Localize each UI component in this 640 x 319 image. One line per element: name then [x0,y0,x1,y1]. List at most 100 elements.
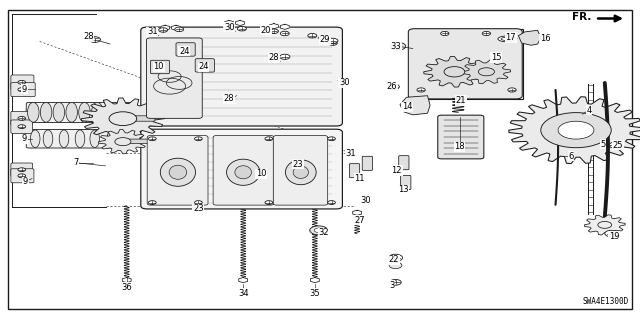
Ellipse shape [76,130,85,148]
Polygon shape [172,25,180,30]
Circle shape [508,88,516,92]
Circle shape [280,54,290,59]
Text: 5: 5 [600,140,605,149]
Polygon shape [509,97,640,164]
Ellipse shape [66,102,77,122]
FancyBboxPatch shape [26,130,131,148]
Circle shape [328,38,338,43]
FancyBboxPatch shape [408,29,522,99]
Ellipse shape [44,130,52,148]
Ellipse shape [79,102,90,122]
Circle shape [558,121,594,139]
FancyBboxPatch shape [11,163,33,176]
FancyBboxPatch shape [147,38,202,118]
Circle shape [195,201,202,204]
Text: 25: 25 [612,141,623,150]
Polygon shape [99,130,147,154]
FancyBboxPatch shape [124,139,152,144]
Ellipse shape [28,102,39,122]
Text: 19: 19 [609,232,620,241]
Ellipse shape [90,130,100,148]
Circle shape [18,116,26,120]
Circle shape [18,125,26,129]
Circle shape [109,112,137,126]
Circle shape [609,142,622,148]
Circle shape [388,84,399,90]
Polygon shape [518,30,541,45]
FancyBboxPatch shape [11,169,34,183]
FancyBboxPatch shape [11,83,35,97]
Text: 30: 30 [224,23,234,32]
Circle shape [319,35,328,40]
Circle shape [310,226,328,235]
Polygon shape [225,20,234,26]
FancyBboxPatch shape [362,156,372,170]
Text: 35: 35 [310,289,320,298]
FancyBboxPatch shape [401,175,411,189]
Polygon shape [462,60,511,84]
Circle shape [18,174,26,178]
Circle shape [328,137,335,141]
Text: 11: 11 [355,174,365,183]
Ellipse shape [235,166,252,179]
Polygon shape [353,210,362,215]
Circle shape [18,168,26,172]
Ellipse shape [293,166,308,178]
Circle shape [328,201,335,204]
Text: 22: 22 [388,256,399,264]
Text: 9: 9 [23,177,28,186]
FancyBboxPatch shape [11,75,34,90]
Circle shape [390,42,406,50]
Text: 30: 30 [339,78,349,87]
Text: 6: 6 [568,152,573,161]
Circle shape [478,68,495,76]
FancyBboxPatch shape [213,136,274,205]
Circle shape [237,26,246,31]
Ellipse shape [31,130,40,148]
Text: 4: 4 [586,106,591,115]
Polygon shape [584,215,625,235]
Text: 18: 18 [454,142,465,151]
Text: 7: 7 [73,158,78,167]
Polygon shape [269,24,278,29]
Circle shape [18,80,26,84]
Text: 13: 13 [398,185,408,194]
FancyBboxPatch shape [124,116,155,121]
FancyBboxPatch shape [438,115,484,159]
Text: 33: 33 [390,42,401,51]
Circle shape [175,27,184,32]
Circle shape [193,204,202,209]
Text: 9: 9 [22,85,27,94]
Circle shape [89,37,100,42]
FancyBboxPatch shape [147,136,208,205]
Text: 23: 23 [193,204,204,213]
Polygon shape [280,24,289,29]
Circle shape [280,31,289,36]
Ellipse shape [92,102,103,122]
Polygon shape [236,20,244,26]
Text: 23: 23 [292,160,303,169]
Polygon shape [310,278,319,283]
Circle shape [444,67,465,77]
Text: 12: 12 [392,166,402,175]
Polygon shape [161,25,170,30]
Circle shape [598,221,612,228]
Polygon shape [122,278,131,283]
Text: 36: 36 [122,283,132,292]
FancyBboxPatch shape [399,156,409,170]
Text: FR.: FR. [572,11,591,22]
Circle shape [269,29,278,33]
FancyBboxPatch shape [11,120,33,133]
Circle shape [265,137,273,141]
Ellipse shape [169,165,187,179]
Polygon shape [81,98,164,139]
FancyBboxPatch shape [273,136,328,205]
Circle shape [314,228,323,233]
Circle shape [115,137,131,146]
Ellipse shape [161,158,196,186]
Circle shape [328,41,337,45]
Ellipse shape [227,159,260,185]
Circle shape [390,279,401,285]
FancyBboxPatch shape [349,164,360,178]
Text: 27: 27 [355,216,365,225]
